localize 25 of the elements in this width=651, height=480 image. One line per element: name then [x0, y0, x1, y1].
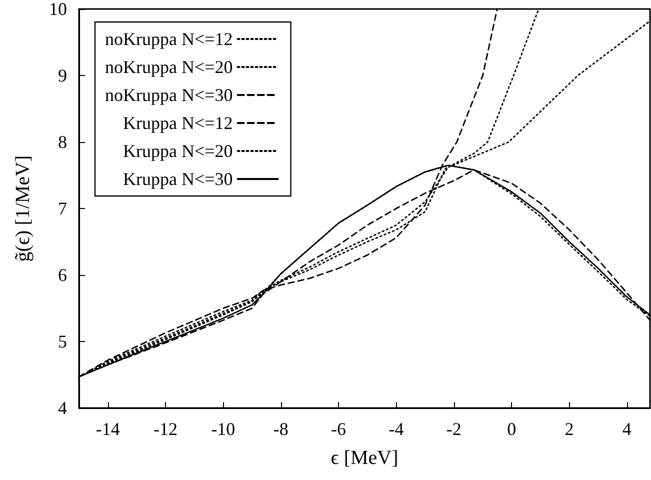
y-tick-label: 7 [58, 198, 67, 218]
x-tick-label: -2 [446, 419, 462, 439]
x-tick-label: 4 [622, 419, 632, 439]
y-tick-label: 8 [58, 132, 67, 152]
x-tick-label: -4 [388, 419, 404, 439]
legend-label: Kruppa N<=20 [122, 141, 233, 161]
y-tick-label: 6 [58, 265, 67, 285]
y-tick-label: 9 [58, 66, 67, 86]
x-tick-label: -14 [96, 419, 120, 439]
legend-label: noKruppa N<=30 [104, 85, 233, 105]
legend-label: noKruppa N<=20 [104, 57, 233, 77]
x-axis-title: ϵ [MeV] [330, 447, 398, 469]
y-tick-label: 10 [49, 0, 67, 19]
y-tick-label: 4 [58, 398, 67, 418]
y-axis-title: g̃(ϵ) [1/MeV] [12, 155, 34, 262]
x-tick-label: 2 [564, 419, 574, 439]
x-tick-label: -6 [331, 419, 346, 439]
legend-label: Kruppa N<=12 [122, 113, 233, 133]
x-tick-label: -10 [211, 419, 236, 439]
x-tick-label: 0 [507, 419, 516, 439]
y-tick-label: 5 [58, 332, 67, 352]
legend-label: noKruppa N<=12 [104, 29, 233, 49]
x-tick-label: -12 [154, 419, 178, 439]
legend-label: Kruppa N<=30 [122, 169, 233, 189]
x-tick-label: -8 [273, 419, 288, 439]
